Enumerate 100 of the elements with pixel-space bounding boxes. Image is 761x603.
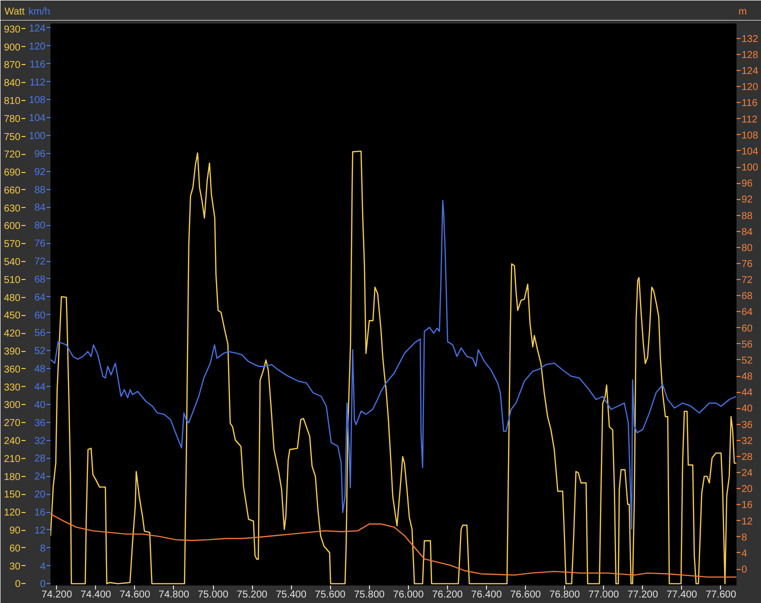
y3-tick-label: 92 — [742, 194, 754, 206]
y2-tick-label: 8 — [40, 543, 46, 554]
line-series — [50, 513, 736, 578]
y3-tick-label: 132 — [742, 34, 759, 45]
x-tick-label: 74.600 — [120, 590, 151, 600]
y2-tick-label: 20 — [34, 490, 46, 501]
y3-tick-label: 80 — [742, 242, 754, 254]
y-tick-label: 300 — [4, 400, 21, 412]
x-tick-label: 75.400 — [276, 590, 307, 600]
x-tick-label: 76.400 — [471, 590, 502, 600]
y3-tick-label: 52 — [742, 355, 754, 366]
y2-tick-label: 0 — [40, 579, 46, 590]
y-tick-label: 720 — [4, 150, 21, 161]
y-tick-label: 390 — [4, 346, 21, 358]
y-tick-label: 570 — [4, 239, 21, 250]
y2-tick-label: 32 — [34, 436, 46, 447]
y3-tick-label: 36 — [742, 420, 754, 431]
y2-tick-label: 16 — [34, 508, 46, 518]
y-tick-label: 630 — [4, 203, 21, 214]
y2-tick-label: 76 — [34, 238, 46, 250]
x-tick-label: 75.800 — [354, 590, 386, 600]
x-tick-label: 77.400 — [666, 590, 698, 600]
y3-tick-label: 40 — [742, 404, 754, 415]
y-tick-label: 870 — [4, 60, 21, 72]
y3-tick-label: 88 — [742, 210, 754, 222]
y3-tick-label: 116 — [742, 98, 758, 110]
y2-tick-label: 48 — [34, 364, 46, 376]
y2-tick-label: 64 — [34, 292, 46, 304]
y2-tick-label: 36 — [34, 418, 46, 429]
y3-tick-label: 4 — [742, 548, 748, 560]
y-tick-label: 930 — [4, 24, 21, 36]
y2-tick-label: 12 — [34, 525, 46, 536]
y2-tick-label: 124 — [28, 23, 46, 34]
x-tick-label: 75.000 — [198, 590, 229, 600]
y2-tick-label: 84 — [34, 202, 46, 214]
y3-tick-label: 0 — [742, 564, 748, 576]
y2-tick-label: 92 — [34, 166, 46, 178]
y-tick-label: 240 — [4, 436, 21, 448]
y2-tick-label: 72 — [34, 256, 46, 268]
y2-tick-label: 4 — [40, 561, 46, 572]
y-tick-label: 660 — [4, 185, 21, 196]
y2-tick-label: 96 — [34, 148, 46, 160]
y2-tick-label: 28 — [34, 454, 46, 465]
y3-tick-label: 64 — [742, 307, 754, 318]
y3-tick-label: 12 — [742, 516, 754, 528]
y3-tick-label: 24 — [742, 468, 754, 480]
y-tick-label: 540 — [4, 257, 21, 268]
y2-tick-label: 68 — [34, 274, 46, 286]
y3-tick-label: 48 — [742, 372, 754, 383]
y3-tick-label: 96 — [742, 178, 754, 190]
y3-tick-label: 128 — [742, 50, 759, 61]
y-tick-label: 510 — [4, 274, 21, 286]
y3-tick-label: 112 — [742, 114, 758, 126]
line-series — [50, 150, 736, 584]
y2-tick-label: 88 — [34, 184, 46, 196]
y-tick-label: 600 — [4, 221, 21, 232]
y-tick-label: 480 — [4, 292, 21, 304]
y3-tick-label: 32 — [742, 436, 754, 447]
y3-tick-label: 72 — [742, 275, 754, 286]
y3-tick-label: 16 — [742, 500, 754, 512]
y-tick-label: 450 — [4, 310, 21, 322]
y-tick-label: 150 — [4, 490, 21, 501]
x-tick-label: 77.000 — [588, 590, 620, 600]
y3-tick-label: 100 — [742, 162, 759, 174]
y3-tick-label: 68 — [742, 291, 754, 302]
y-tick-label: 360 — [4, 364, 21, 376]
y2-tick-label: 44 — [34, 382, 46, 394]
y-tick-label: 90 — [9, 526, 21, 537]
y3-tick-label: 44 — [742, 388, 754, 399]
x-tick-label: 74.800 — [158, 590, 190, 600]
y3-tick-label: 108 — [742, 130, 759, 142]
y-tick-label: 210 — [4, 454, 21, 465]
y2-tick-label: 80 — [34, 220, 46, 232]
y2-tick-label: 116 — [30, 59, 46, 70]
y3-axis-title: m — [738, 6, 747, 18]
y3-tick-label: 56 — [742, 339, 754, 350]
y3-tick-label: 20 — [742, 484, 754, 496]
y-tick-label: 840 — [4, 78, 21, 90]
y3-tick-label: 84 — [742, 226, 754, 238]
y-tick-label: 750 — [4, 132, 21, 143]
y-tick-label: 0 — [14, 579, 21, 590]
y3-tick-label: 76 — [742, 258, 754, 270]
y3-tick-label: 8 — [742, 532, 748, 544]
y3-tick-label: 104 — [742, 146, 759, 158]
y2-tick-label: 52 — [34, 346, 46, 358]
x-tick-label: 74.200 — [41, 590, 72, 600]
y3-tick-label: 120 — [742, 82, 759, 94]
y3-tick-label: 124 — [742, 66, 759, 78]
y2-tick-label: 24 — [34, 472, 46, 483]
x-tick-label: 77.200 — [627, 590, 658, 600]
y2-tick-label: 56 — [34, 328, 46, 340]
y2-axis-title: km/h — [28, 6, 50, 18]
y-tick-label: 810 — [4, 96, 21, 107]
y-axis-title: Watt — [4, 6, 25, 18]
y2-tick-label: 100 — [28, 131, 46, 142]
y-tick-label: 60 — [9, 543, 21, 554]
x-tick-label: 76.600 — [510, 590, 542, 600]
y3-tick-label: 28 — [742, 452, 754, 463]
x-tick-label: 75.200 — [236, 590, 268, 600]
x-tick-label: 77.600 — [706, 590, 737, 600]
